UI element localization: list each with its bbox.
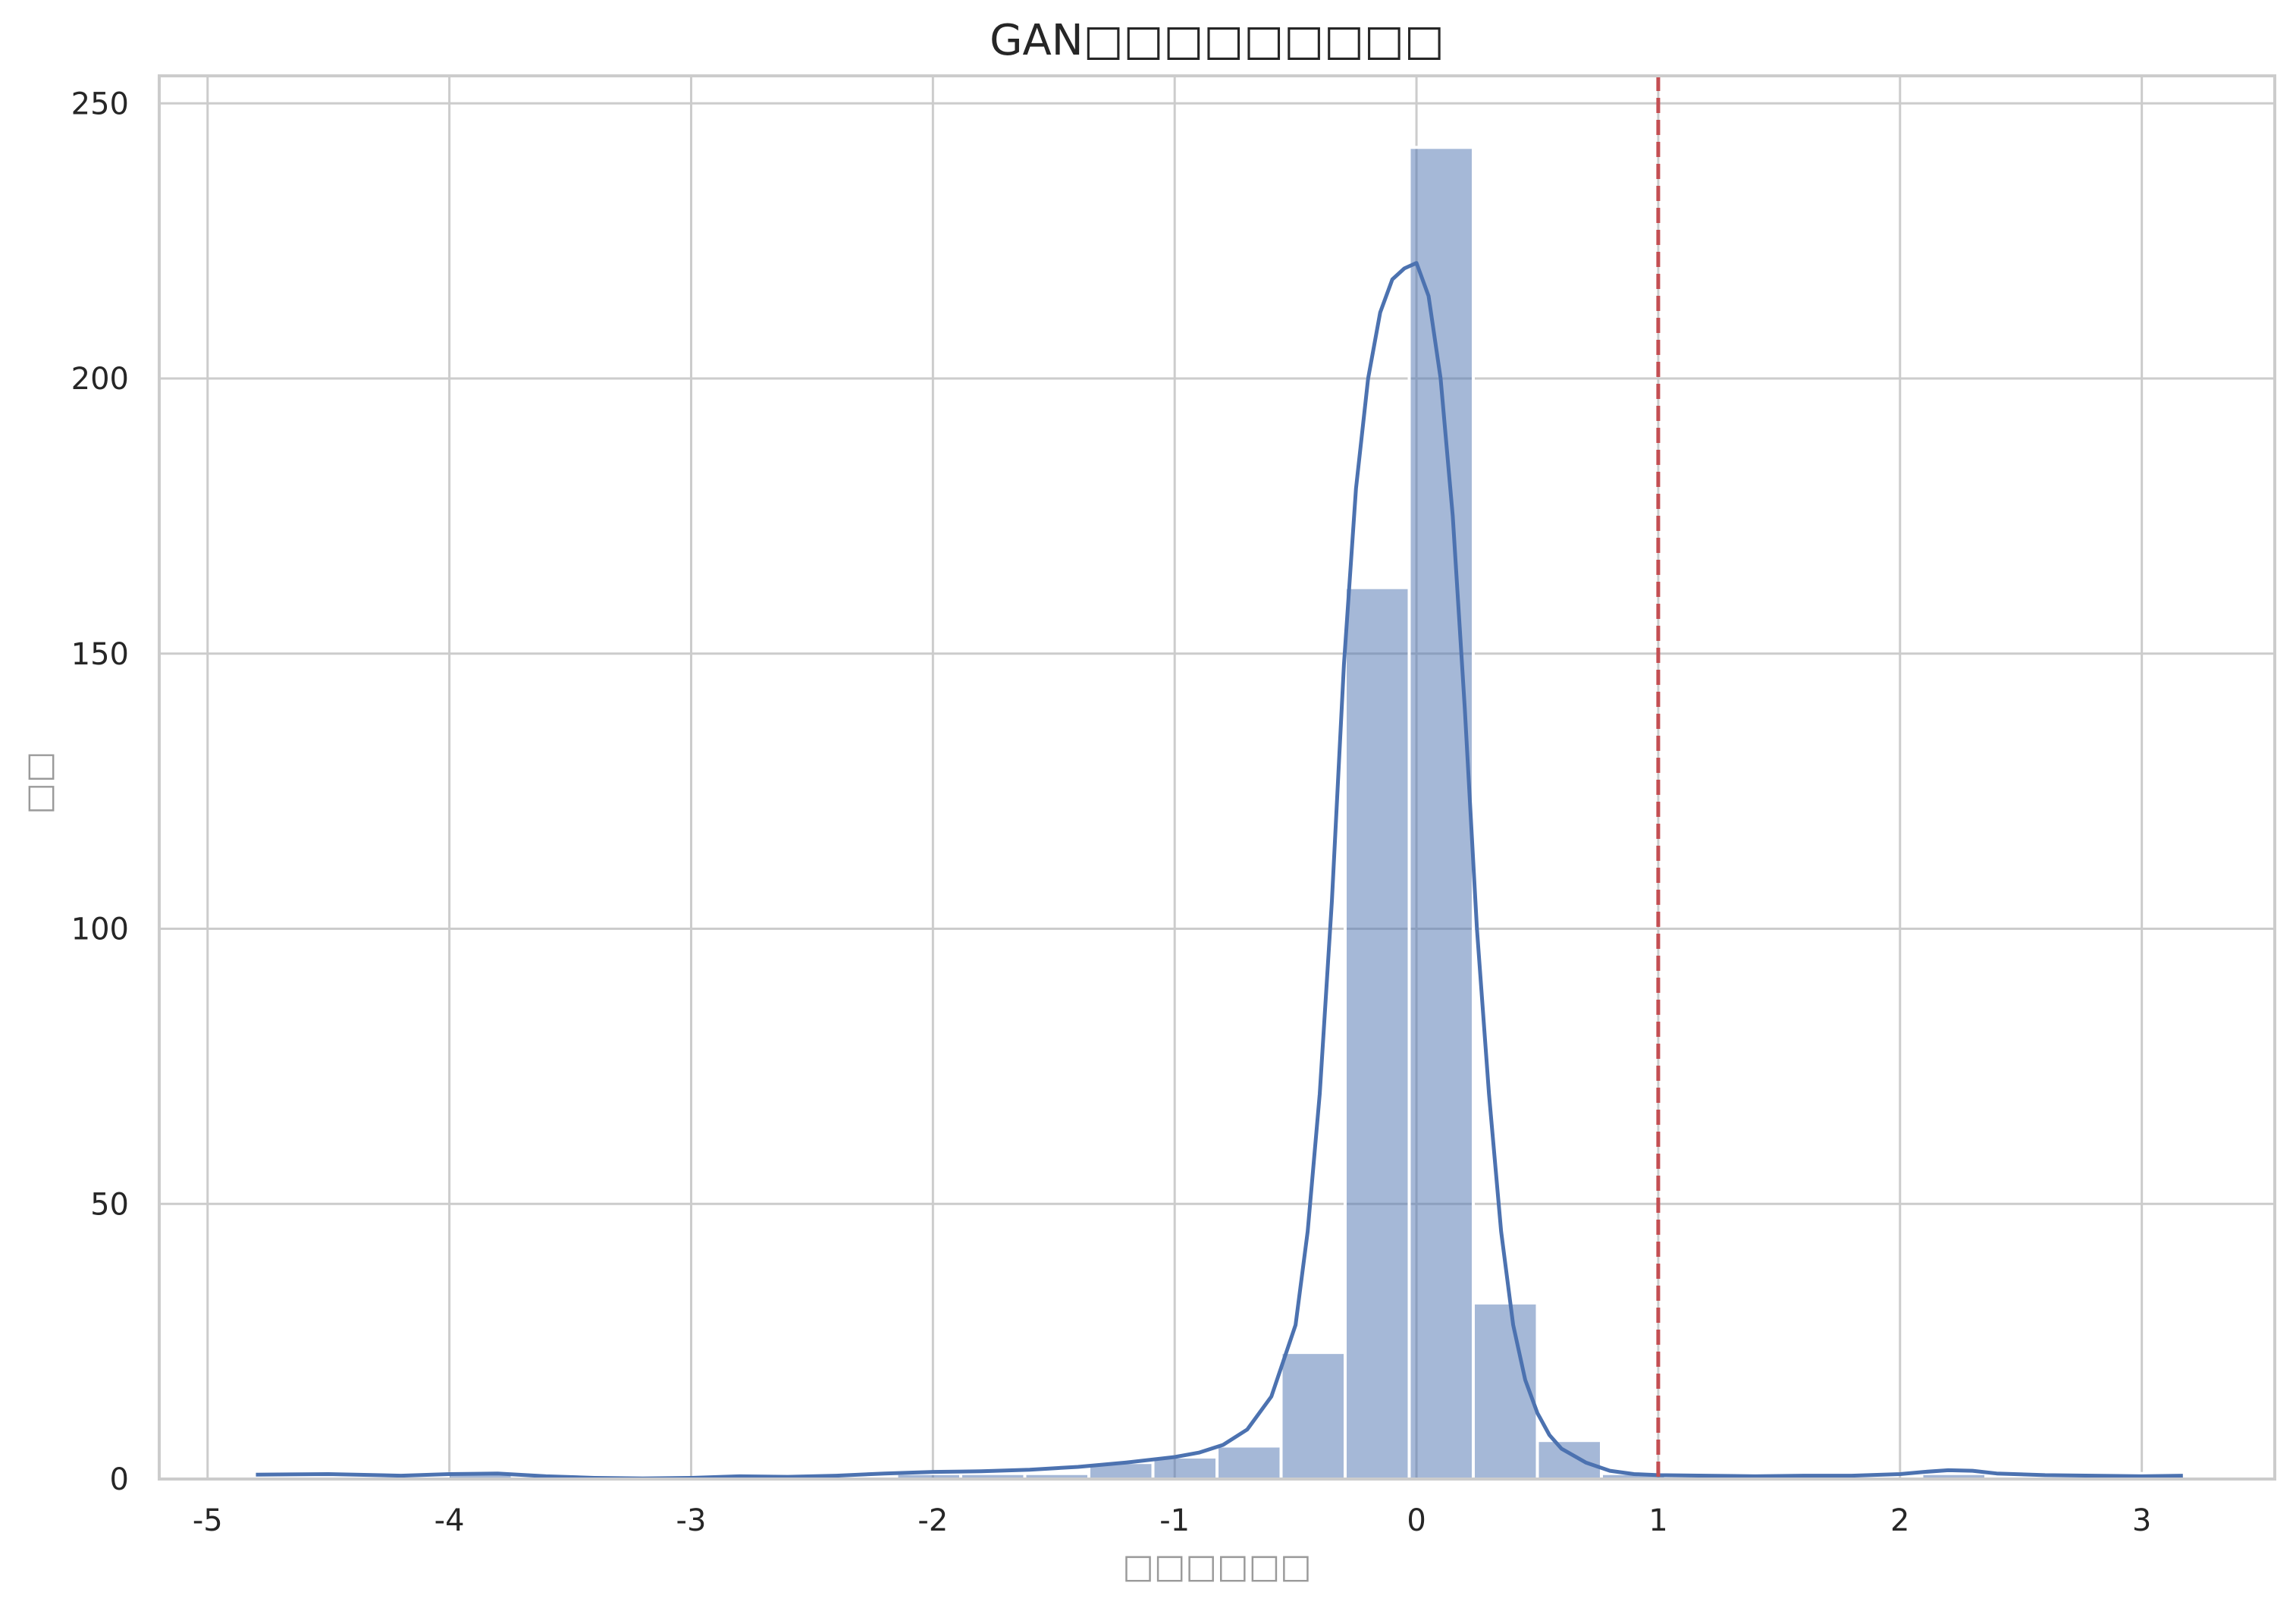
histogram-bar <box>1343 586 1411 1481</box>
x-axis-label: □□□□□□ <box>1122 1547 1311 1586</box>
x-tick-label: -4 <box>434 1503 465 1538</box>
x-tick-label: 2 <box>1890 1503 1909 1538</box>
x-tick-label: -1 <box>1159 1503 1190 1538</box>
y-axis-ticks: 0 50 100 150 200 250 <box>71 86 129 1497</box>
y-tick-label: 100 <box>71 912 129 947</box>
y-tick-label: 200 <box>71 362 129 397</box>
y-tick-label: 50 <box>90 1187 129 1222</box>
histogram-bars <box>447 146 2180 1481</box>
y-tick-label: 150 <box>71 637 129 672</box>
histogram-bar <box>1151 1455 1219 1481</box>
x-tick-label: 0 <box>1407 1503 1426 1538</box>
histogram-bar <box>1215 1444 1283 1481</box>
y-tick-label: 0 <box>110 1462 129 1497</box>
x-tick-label: 3 <box>2132 1503 2151 1538</box>
y-tick-label: 250 <box>71 86 129 121</box>
y-axis-label: □□ <box>20 751 58 814</box>
histogram-bar <box>1407 146 1475 1481</box>
chart-title: GAN□□□□□□□□□ <box>990 16 1444 65</box>
x-tick-label: -5 <box>193 1503 223 1538</box>
kde-line <box>256 261 2183 1481</box>
x-tick-label: 1 <box>1648 1503 1667 1538</box>
histogram-bar <box>1279 1351 1347 1481</box>
plot-frame <box>158 74 2276 1481</box>
histogram-bar <box>1535 1439 1603 1481</box>
x-tick-label: -3 <box>676 1503 707 1538</box>
x-axis-ticks: -5 -4 -3 -2 -1 0 1 2 3 <box>193 1503 2152 1538</box>
x-tick-label: -2 <box>917 1503 948 1538</box>
